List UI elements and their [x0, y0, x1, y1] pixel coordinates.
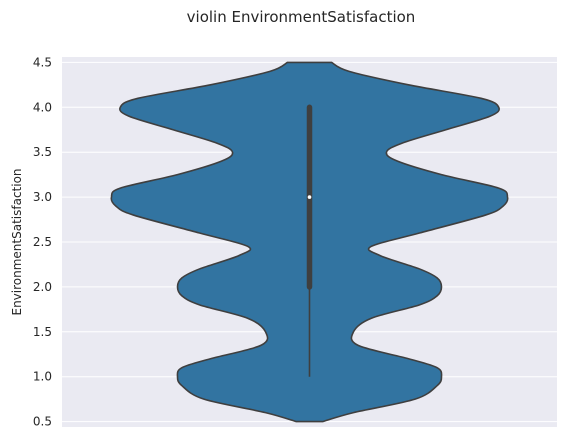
- y-axis-label: EnvironmentSatisfaction: [10, 168, 24, 315]
- y-tick-label: 2.5: [33, 235, 52, 249]
- violins: [110, 61, 509, 423]
- y-tick-label: 0.5: [33, 415, 52, 429]
- y-tick-label: 2.0: [33, 280, 52, 294]
- chart-title: violin EnvironmentSatisfaction: [186, 8, 416, 26]
- y-tick-label: 4.0: [33, 100, 52, 114]
- y-tick-label: 1.0: [33, 370, 52, 384]
- y-tick-labels: 0.5 1.0 1.5 2.0 2.5 3.0 3.5 4.0 4.5: [33, 55, 52, 428]
- violin-median-point: [307, 195, 312, 199]
- y-tick-label: 4.5: [33, 55, 52, 69]
- y-tick-label: 3.0: [33, 190, 52, 204]
- y-tick-label: 3.5: [33, 145, 52, 159]
- y-tick-label: 1.5: [33, 325, 52, 339]
